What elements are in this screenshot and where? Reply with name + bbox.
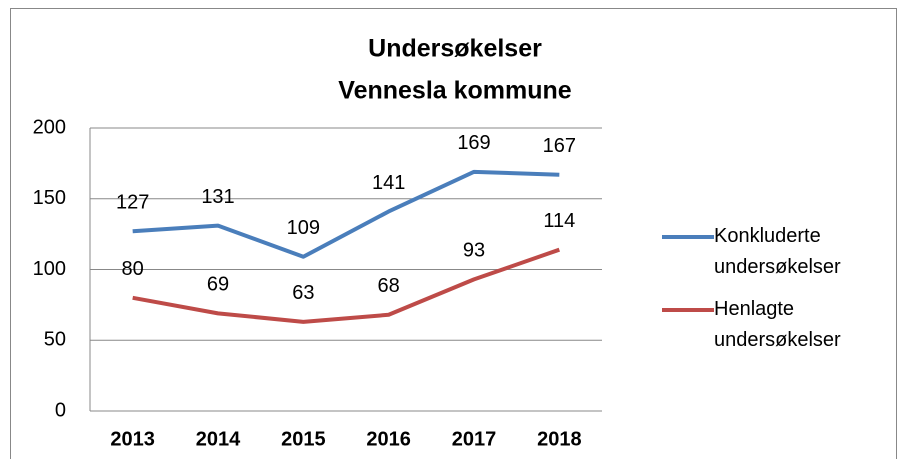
data-label: 167 xyxy=(543,135,576,157)
series-line xyxy=(132,169,560,259)
legend-label: Henlagte undersøkelser xyxy=(714,298,841,351)
chart-title: Undersøkelser xyxy=(368,35,542,63)
series-line xyxy=(132,247,560,324)
legend-entry: Konkluderte undersøkelser xyxy=(662,221,892,283)
data-label: 114 xyxy=(543,210,575,232)
data-label: 93 xyxy=(463,240,485,262)
legend-entry: Henlagte undersøkelser xyxy=(662,294,892,356)
data-label: 131 xyxy=(201,186,234,208)
x-tick-label: 2014 xyxy=(196,428,241,450)
data-label: 109 xyxy=(287,217,320,239)
x-tick-label: 2016 xyxy=(366,428,411,450)
chart-title: Vennesla kommune xyxy=(338,77,572,105)
y-tick-label: 100 xyxy=(33,258,66,280)
y-tick-label: 150 xyxy=(33,187,66,209)
x-tick-label: 2015 xyxy=(281,428,326,450)
data-label: 141 xyxy=(372,172,405,194)
legend: Konkluderte undersøkelser Henlagte unders… xyxy=(662,221,892,367)
data-label: 68 xyxy=(378,275,400,297)
data-label: 127 xyxy=(116,192,149,214)
y-tick-label: 200 xyxy=(33,116,66,138)
y-tick-label: 50 xyxy=(44,329,66,351)
data-label: 80 xyxy=(122,258,144,280)
x-tick-label: 2018 xyxy=(537,428,582,450)
x-tick-label: 2013 xyxy=(110,428,155,450)
chart-frame xyxy=(10,8,897,459)
data-label: 69 xyxy=(207,274,229,296)
legend-swatch xyxy=(662,308,714,312)
y-tick-label: 0 xyxy=(55,399,66,421)
legend-swatch xyxy=(662,235,714,239)
data-label: 63 xyxy=(292,282,314,304)
data-label: 169 xyxy=(457,132,490,154)
x-tick-label: 2017 xyxy=(452,428,497,450)
legend-label: Konkluderte undersøkelser xyxy=(714,225,841,278)
